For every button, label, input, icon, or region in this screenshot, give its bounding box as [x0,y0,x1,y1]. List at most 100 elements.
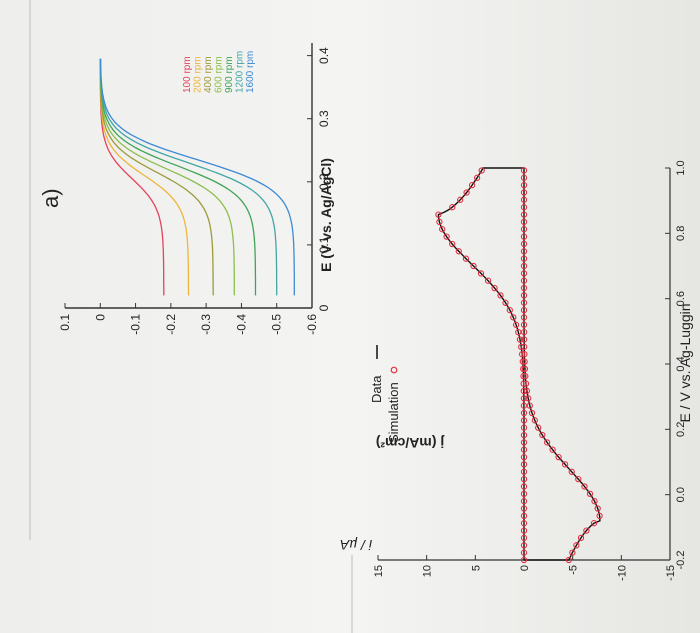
simulation-point [520,453,528,461]
simulation-point [520,512,528,520]
legend-entry: 1200 rpm [235,51,246,93]
y-tick-label: -0.3 [199,314,213,335]
simulation-point [594,505,601,512]
simulation-point [449,204,456,211]
simulation-point [596,512,603,520]
simulation-point [520,174,528,181]
simulation-point [520,306,528,314]
simulation-point [520,395,528,402]
simulation-point [569,549,576,556]
simulation-point [520,431,528,439]
simulation-point [520,189,528,196]
legend-entry: 400 rpm [203,56,214,93]
x-tick-label: 1.0 [675,160,687,175]
simulation-point [520,314,528,321]
simulation-point [520,167,528,174]
y-tick-label: 0.1 [58,314,72,331]
y-tick-label: -0.6 [305,314,319,335]
simulation-point [512,321,520,328]
y-tick-label: 10 [422,565,434,577]
simulation-point [516,336,524,343]
simulation-point [535,424,542,431]
simulation-point [520,549,528,556]
simulation-point [477,270,485,277]
simulation-point [520,226,528,233]
simulation-point [443,233,450,240]
x-tick-label: 0.3 [317,110,331,127]
simulation-point [531,417,538,424]
y-tick-label: 0 [93,314,107,321]
simulation-point [575,475,582,483]
x-tick-label: 0.4 [675,356,687,371]
simulation-point [463,189,470,196]
y-tick-label: 0 [519,565,531,571]
simulation-point [568,468,575,475]
simulation-point [528,409,536,417]
simulation-point [520,498,528,505]
simulation-point [520,284,528,292]
simulation-point [502,299,509,306]
x-tick-label: 0.1 [317,236,331,253]
y-tick-label: -0.1 [129,314,143,335]
legend-data-label: Data [369,375,384,403]
y-axis-label: i / µA [340,537,372,553]
simulation-point [520,490,528,498]
simulation-point [520,534,528,542]
simulation-point [521,351,528,358]
x-tick-label: 0.6 [675,291,687,306]
simulation-point [520,321,528,328]
simulation-point [565,556,572,564]
x-tick-label: -0.2 [675,551,687,570]
simulation-point [520,299,528,306]
simulation-point [520,505,528,512]
x-tick-label: 0 [317,304,331,311]
simulation-point [522,373,529,380]
simulation-point [573,542,580,549]
simulation-point [523,387,531,395]
simulation-point [484,277,492,284]
simulation-point [581,483,588,490]
simulation-point [518,351,526,358]
legend-entry: 1600 rpm [245,51,256,93]
simulation-point [520,233,528,240]
simulation-point [520,204,528,211]
series-line [99,58,295,296]
simulation-point [520,468,528,475]
simulation-point [520,483,528,490]
legend-entry: 100 rpm [182,56,193,93]
simulation-point [526,402,533,409]
legend-entry: 200 rpm [193,56,204,93]
x-tick-label: 0.2 [675,422,687,437]
legend-entry: 900 rpm [224,56,235,93]
legend-simulation-label: Simulation [386,382,401,443]
simulation-point [520,336,528,343]
simulation-point [436,218,443,226]
simulation-point [525,395,532,402]
simulation-point [439,226,446,233]
panel-label: a) [38,188,63,208]
simulation-point [521,343,528,350]
simulation-point [520,181,528,189]
simulation-point [520,461,528,468]
y-tick-label: -0.2 [164,314,178,335]
simulation-point [520,424,528,431]
simulation-point [522,380,530,387]
y-tick-label: 15 [373,565,385,577]
simulation-point [520,527,528,534]
simulation-point [520,520,528,527]
simulation-point [520,292,528,299]
simulation-point [520,218,528,226]
y-axis-label: j (mA/cm²) [376,435,445,451]
simulation-point [549,446,556,453]
simulation-point [520,270,528,277]
simulation-point [520,277,528,284]
simulation-point [521,365,529,373]
simulation-point [462,255,470,262]
simulation-point [583,527,590,534]
y-tick-label: -5 [568,565,580,575]
simulation-point [520,542,528,549]
simulation-point [478,167,485,174]
simulation-point [468,181,476,189]
simulation-point [455,248,462,255]
simulation-point [520,248,528,255]
